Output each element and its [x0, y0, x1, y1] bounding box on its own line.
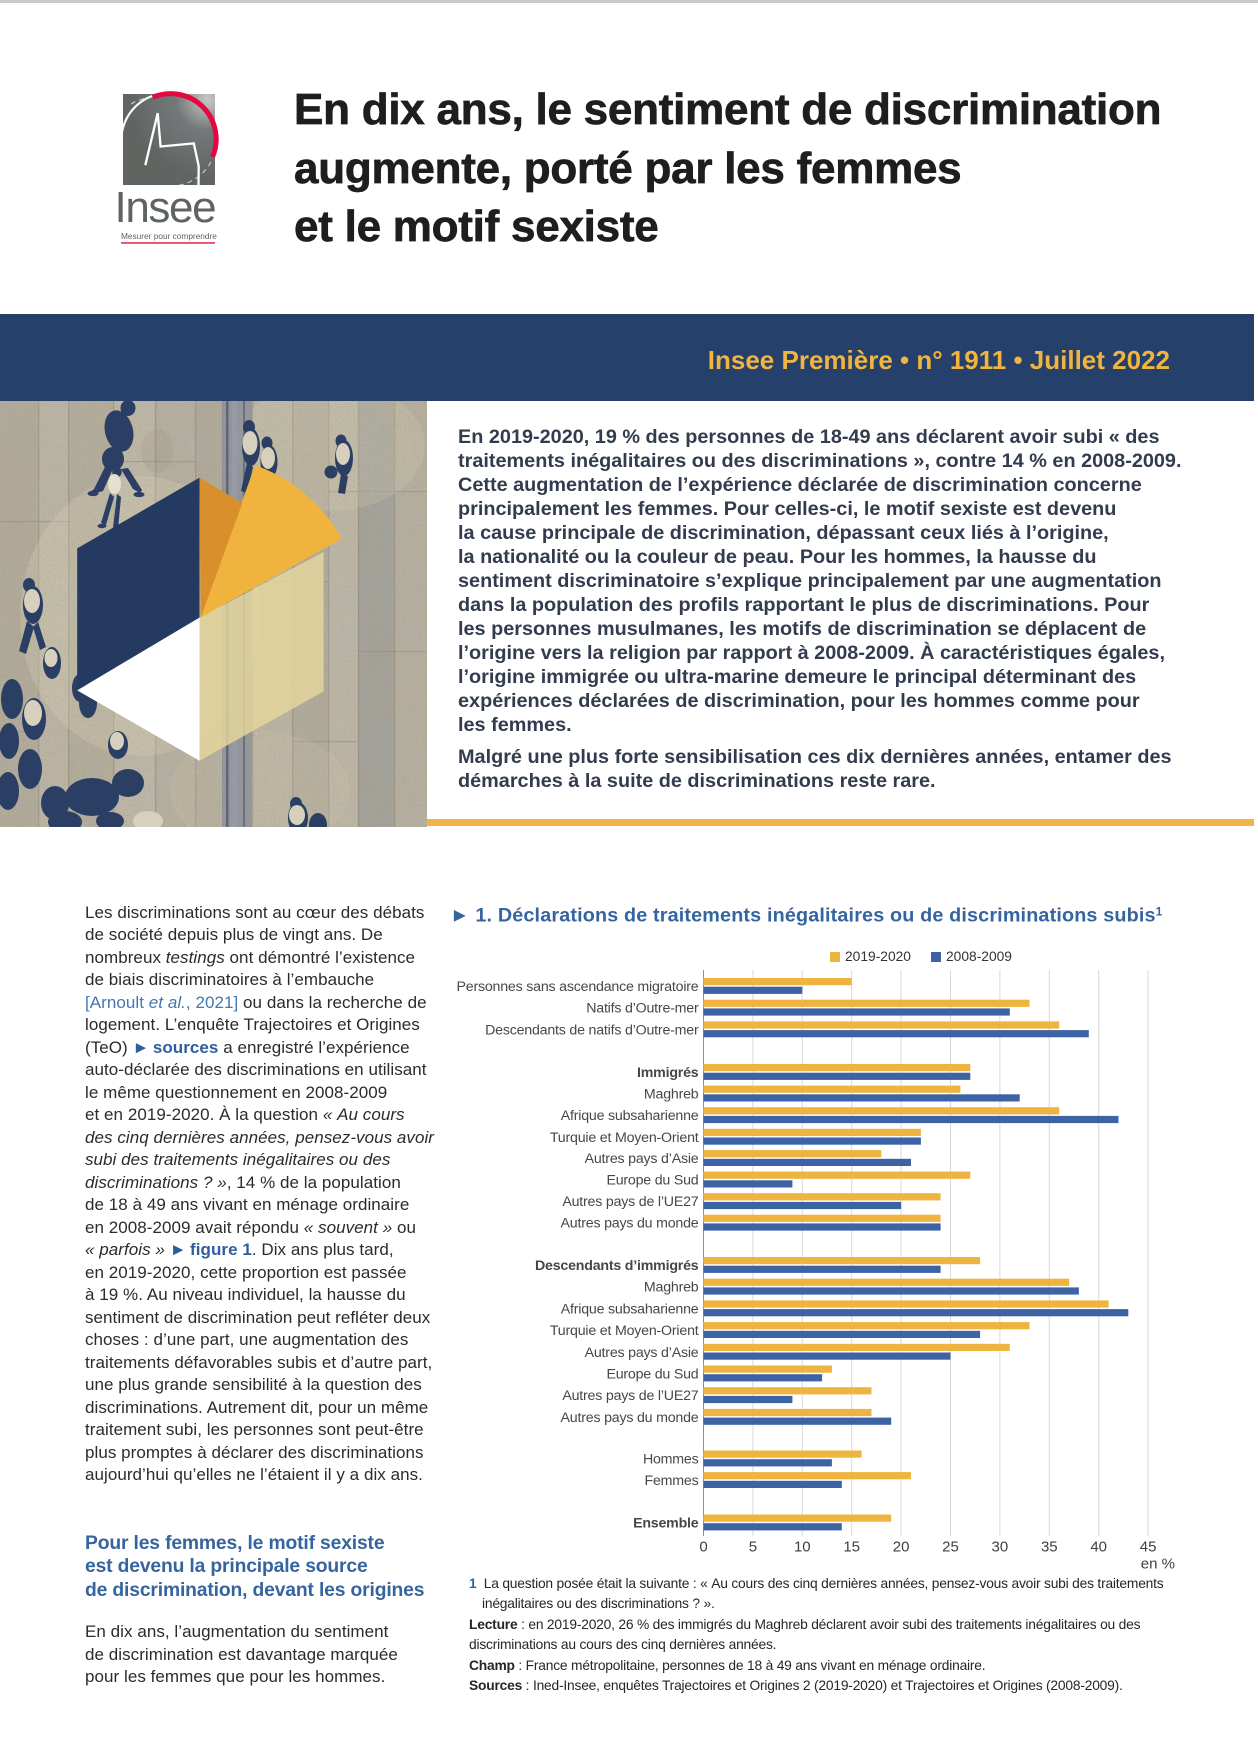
svg-text:Turquie et Moyen-Orient: Turquie et Moyen-Orient — [550, 1323, 699, 1339]
svg-text:Europe du Sud: Europe du Sud — [606, 1367, 698, 1383]
svg-text:5: 5 — [749, 1539, 757, 1556]
svg-text:Maghreb: Maghreb — [644, 1087, 699, 1103]
svg-text:Descendants de natifs d’Outre-: Descendants de natifs d’Outre-mer — [485, 1022, 699, 1038]
svg-text:Insee: Insee — [115, 183, 216, 232]
svg-text:Afrique subsaharienne: Afrique subsaharienne — [561, 1108, 699, 1124]
svg-text:45: 45 — [1140, 1539, 1157, 1556]
svg-text:15: 15 — [843, 1539, 860, 1556]
svg-text:Autres pays de l’UE27: Autres pays de l’UE27 — [562, 1194, 698, 1210]
svg-text:Natifs d’Outre-mer: Natifs d’Outre-mer — [586, 1001, 699, 1017]
svg-text:Turquie et Moyen-Orient: Turquie et Moyen-Orient — [550, 1130, 699, 1146]
svg-text:Personnes sans ascendance migr: Personnes sans ascendance migratoire — [456, 979, 698, 995]
svg-text:Descendants d’immigrés: Descendants d’immigrés — [535, 1258, 699, 1274]
svg-text:Europe du Sud: Europe du Sud — [606, 1173, 698, 1189]
svg-text:Maghreb: Maghreb — [644, 1280, 699, 1296]
svg-text:25: 25 — [942, 1539, 959, 1556]
svg-text:10: 10 — [794, 1539, 811, 1556]
svg-text:Autres pays d’Asie: Autres pays d’Asie — [585, 1151, 699, 1167]
svg-text:Femmes: Femmes — [645, 1473, 699, 1489]
svg-text:30: 30 — [992, 1539, 1009, 1556]
svg-text:0: 0 — [699, 1539, 707, 1556]
svg-text:20: 20 — [893, 1539, 910, 1556]
svg-text:Hommes: Hommes — [643, 1452, 699, 1468]
svg-text:Autres pays de l’UE27: Autres pays de l’UE27 — [562, 1388, 698, 1404]
svg-text:► 1. Déclarations de traitemen: ► 1. Déclarations de traitements inégali… — [450, 905, 1163, 927]
svg-text:Ensemble: Ensemble — [633, 1516, 699, 1532]
svg-text:35: 35 — [1041, 1539, 1058, 1556]
svg-text:40: 40 — [1090, 1539, 1107, 1556]
svg-text:Autres pays du monde: Autres pays du monde — [561, 1410, 699, 1426]
svg-text:Mesurer pour comprendre: Mesurer pour comprendre — [121, 231, 217, 241]
svg-text:Autres pays du monde: Autres pays du monde — [561, 1216, 699, 1232]
svg-text:2019-2020: 2019-2020 — [845, 949, 911, 964]
svg-text:2008-2009: 2008-2009 — [946, 949, 1012, 964]
svg-text:Immigrés: Immigrés — [637, 1065, 699, 1081]
svg-text:Autres pays d’Asie: Autres pays d’Asie — [585, 1345, 699, 1361]
svg-text:en %: en % — [1141, 1556, 1175, 1573]
svg-text:Afrique subsaharienne: Afrique subsaharienne — [561, 1301, 699, 1317]
